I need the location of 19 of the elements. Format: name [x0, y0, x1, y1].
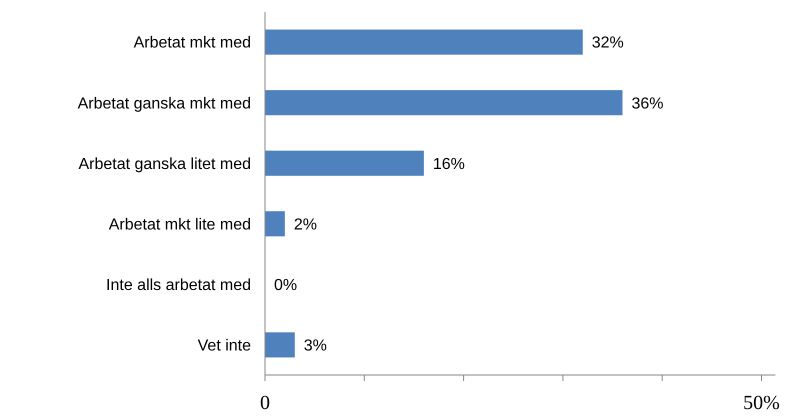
y-tick-label: Vet inte — [198, 337, 252, 354]
y-tick-label: Inte alls arbetat med — [106, 276, 251, 294]
x-tick-label: 50% — [743, 392, 780, 414]
data-label: 32% — [592, 34, 624, 52]
data-label: 36% — [631, 95, 664, 112]
bar — [265, 211, 285, 236]
data-label: 0% — [274, 276, 298, 294]
y-tick-label: Arbetat ganska mkt med — [78, 95, 251, 112]
bar — [265, 30, 583, 55]
y-tick-label: Arbetat mkt lite med — [108, 216, 251, 234]
x-tick-label: 0 — [260, 392, 270, 414]
data-label: 3% — [304, 337, 327, 354]
bar — [265, 90, 622, 116]
y-tick-label: Arbetat ganska litet med — [78, 156, 251, 173]
data-label: 2% — [294, 216, 317, 234]
data-label: 16% — [432, 156, 465, 173]
bar — [265, 150, 424, 176]
bar — [265, 332, 295, 358]
y-tick-label: Arbetat mkt med — [134, 34, 251, 52]
